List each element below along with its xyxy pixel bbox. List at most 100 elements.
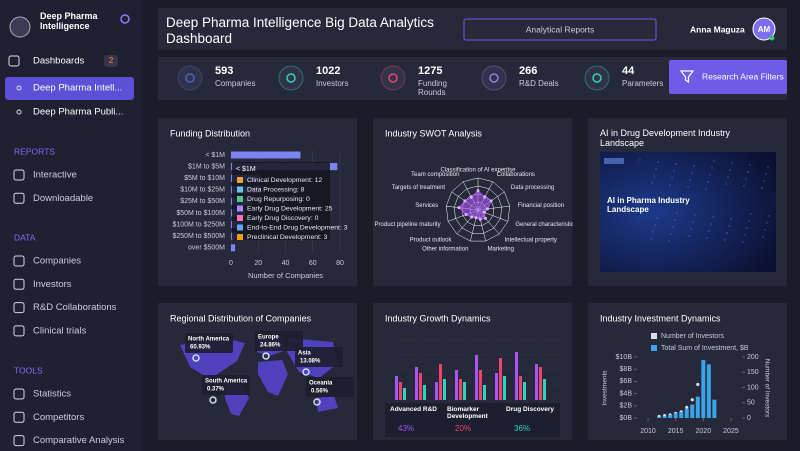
bar[interactable] [679,411,684,418]
bar[interactable] [706,364,711,418]
bar[interactable] [539,367,542,400]
region-label-bg [306,377,354,397]
button-label[interactable]: Analytical Reports [526,24,595,34]
image-dot [730,218,732,220]
landscape-image[interactable] [600,152,776,272]
scatter-point[interactable] [685,405,689,409]
bar[interactable] [439,364,442,400]
bar[interactable] [515,352,518,400]
image-dot [672,226,674,228]
stat-value: 1022 [316,65,340,77]
bar[interactable] [399,382,402,400]
region-marker [302,368,310,376]
bar[interactable] [701,360,706,418]
reports-button[interactable] [463,18,657,41]
region-share: 13.08% [300,359,321,365]
bar[interactable] [499,358,502,400]
bar[interactable] [403,388,406,400]
y2-tick-label: 100 [747,384,759,391]
nav-item[interactable]: Statistics [33,389,71,400]
bar[interactable] [463,382,466,400]
bar[interactable] [712,399,717,418]
avatar[interactable] [752,17,776,41]
avatar-initials: AM [758,25,771,34]
stat-icon-glyph [185,73,195,83]
bar[interactable] [419,373,422,400]
bar[interactable] [435,382,438,400]
bar[interactable] [519,376,522,400]
scatter-point[interactable] [690,398,694,402]
nav-item[interactable]: Competitors [33,412,84,423]
nav-item[interactable]: Deep Pharma Publi... [33,107,123,118]
y-tick-label: $100M to $250M [172,221,225,228]
bar[interactable] [543,379,546,400]
y-tick-label: $4B [620,390,633,397]
bar[interactable] [503,376,506,400]
nav-item[interactable]: Dashboards [33,56,84,67]
legend-label: Number of Investors [661,333,725,340]
bar[interactable] [684,408,689,418]
tooltip-line: End-to-End Drug Development: 3 [247,224,348,231]
bar[interactable] [423,385,426,400]
filter-icon [679,70,695,84]
tooltip-swatch [237,186,243,193]
y-tick-label: $2B [620,403,633,410]
bar[interactable] [657,416,662,418]
bar[interactable] [690,404,695,418]
button-label[interactable]: Research Area Filters [702,71,784,81]
image-dot [749,164,751,166]
image-dot [676,212,678,214]
image-dot [728,225,730,227]
scatter-point[interactable] [696,382,700,387]
nav-item[interactable]: Comparative Analysis [33,435,125,446]
bar[interactable] [495,373,498,400]
bar[interactable] [415,367,418,400]
bar[interactable] [483,385,486,400]
card-title: Funding Distribution [170,128,250,138]
legend-swatch [651,333,657,339]
image-dot [687,186,689,188]
y-tick-label: $10M to $25M [180,187,225,194]
radar-axis-label: Data processing [511,185,554,191]
nav-item[interactable]: Investors [33,279,72,290]
card-title: AI in Drug Development Industry Landscap… [600,128,731,149]
bar[interactable] [443,379,446,400]
bar[interactable] [231,244,236,252]
bar[interactable] [535,364,538,400]
bar[interactable] [523,382,526,400]
bar[interactable] [395,376,398,400]
bar[interactable] [668,414,673,418]
nav-item[interactable]: Downloadable [33,193,93,204]
nav-item[interactable]: Companies [33,256,81,267]
bar[interactable] [231,151,301,159]
bar[interactable] [455,370,458,400]
stat-value: 1275 [418,65,442,77]
bar[interactable] [475,355,478,400]
region-share: 60.93% [190,345,211,351]
image-dot [689,179,691,181]
radar-point [483,216,487,220]
stat-icon-glyph [592,73,602,83]
image-dot [705,188,707,190]
nav-item[interactable]: Clinical trials [33,325,87,336]
image-dot [674,219,676,221]
section-title: REPORTS [14,146,55,156]
nav-item[interactable]: Deep Pharma Intell... [33,83,122,94]
nav-item[interactable]: R&D Collaborations [33,302,117,313]
bar[interactable] [662,416,667,418]
image-dot [707,181,709,183]
bar[interactable] [479,370,482,400]
image-dot [708,230,710,232]
collapse-toggle[interactable] [120,14,130,24]
radar-point [478,217,482,221]
bar[interactable] [459,379,462,400]
stat-value: 593 [215,65,233,77]
radar-axis-label: Services [415,203,438,209]
bar[interactable] [673,413,678,418]
bar[interactable] [695,396,700,418]
region-share: 24.86% [260,343,281,349]
filter-button[interactable] [669,60,787,94]
tooltip-line: Drug Repurposing: 0 [247,196,310,203]
radar-point [464,213,468,217]
nav-item[interactable]: Interactive [33,170,77,181]
